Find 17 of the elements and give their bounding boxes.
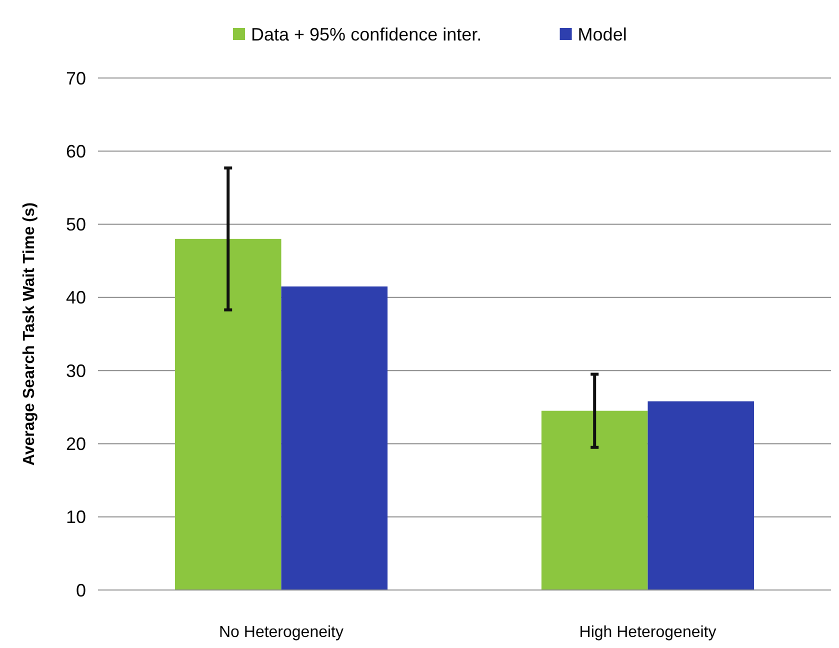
y-tick-label: 30 [66, 360, 86, 381]
legend-label: Model [578, 24, 627, 44]
bar [541, 410, 648, 590]
bar [648, 401, 754, 590]
y-tick-label: 70 [66, 68, 86, 88]
y-tick-label: 60 [66, 141, 86, 162]
y-tick-label: 0 [76, 580, 86, 600]
y-tick-label: 10 [66, 507, 86, 528]
x-tick-label: High Heterogeneity [579, 624, 716, 641]
bar [174, 238, 282, 590]
y-tick-label: 40 [66, 288, 86, 308]
legend-label: Data + 95% confidence inter. [251, 24, 482, 44]
bar [281, 286, 388, 590]
x-tick-label: No Heterogeneity [218, 624, 344, 641]
y-axis-title: Average Search Task Wait Time (s) [21, 202, 38, 466]
y-tick-label: 50 [66, 214, 86, 235]
y-tick-label: 20 [66, 434, 86, 454]
